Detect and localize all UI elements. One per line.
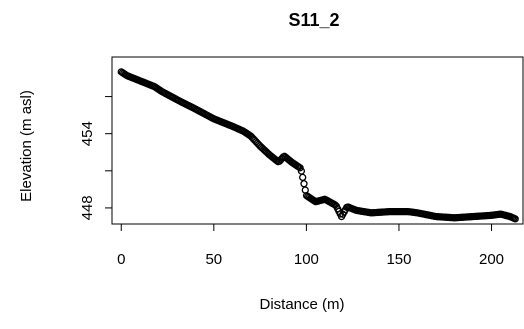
data-point: [300, 180, 308, 188]
x-tick-label: 100: [294, 251, 319, 268]
plot-frame: [111, 56, 524, 225]
x-axis-label: Distance (m): [259, 296, 344, 313]
x-tick-label: 50: [205, 251, 222, 268]
x-tick-label: 200: [479, 251, 504, 268]
chart-title: S11_2: [288, 10, 339, 30]
x-axis: 0 50 100 150 200: [117, 224, 504, 268]
y-axis-label: Elevation (m asl): [18, 90, 35, 202]
y-axis: 448 454: [79, 96, 112, 220]
x-tick-label: 0: [117, 251, 125, 268]
data-point: [511, 215, 519, 223]
y-tick-label: 454: [79, 121, 96, 146]
data-points: [117, 68, 519, 223]
y-tick-label: 448: [79, 195, 96, 220]
x-tick-label: 150: [386, 251, 411, 268]
data-point: [299, 173, 307, 182]
